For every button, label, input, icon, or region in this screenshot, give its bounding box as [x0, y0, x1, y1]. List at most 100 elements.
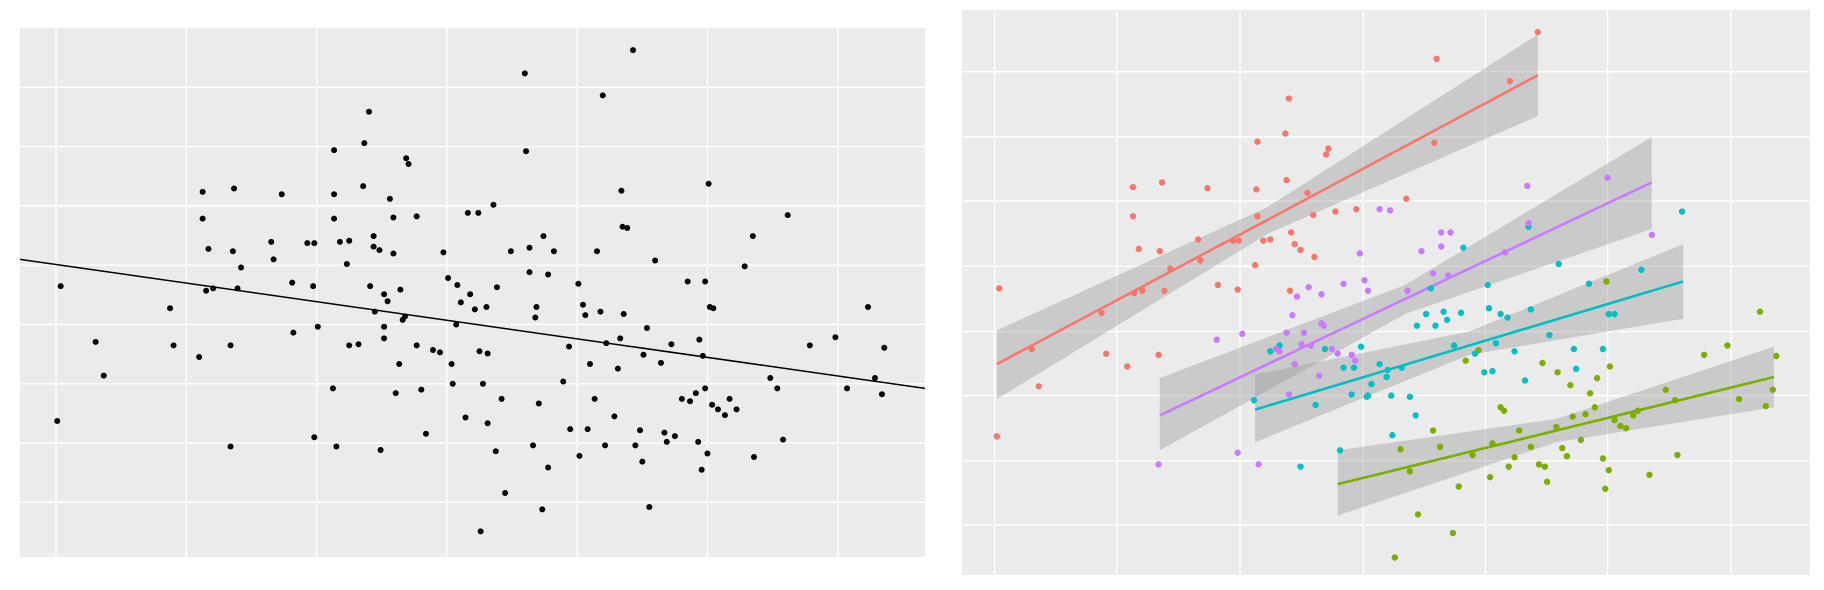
- point: [367, 283, 374, 290]
- point: [521, 70, 528, 77]
- point: [1234, 449, 1241, 456]
- point: [346, 237, 353, 244]
- point: [1605, 310, 1612, 318]
- point: [1546, 331, 1553, 339]
- point: [1406, 468, 1414, 475]
- point: [467, 291, 474, 298]
- point: [526, 244, 533, 251]
- point: [1593, 374, 1601, 382]
- point: [1525, 219, 1532, 227]
- point: [550, 248, 557, 255]
- point: [780, 436, 787, 443]
- point: [1599, 345, 1607, 353]
- point: [1527, 443, 1535, 451]
- point: [361, 140, 368, 147]
- point: [1436, 443, 1444, 451]
- point: [545, 271, 552, 278]
- point: [304, 240, 311, 247]
- point: [1197, 257, 1204, 264]
- point: [1603, 278, 1610, 285]
- point: [1260, 237, 1267, 244]
- point: [806, 342, 813, 349]
- point: [1440, 308, 1447, 315]
- point: [381, 323, 388, 330]
- point: [1386, 207, 1394, 214]
- point: [397, 286, 404, 293]
- point: [1310, 211, 1317, 219]
- point: [1481, 369, 1488, 376]
- point: [229, 248, 236, 255]
- point: [881, 344, 888, 351]
- point: [170, 342, 177, 349]
- point: [1599, 455, 1607, 462]
- point: [1234, 286, 1241, 293]
- point: [1582, 411, 1589, 418]
- point: [1158, 179, 1166, 186]
- point: [1286, 287, 1294, 294]
- point: [646, 504, 653, 511]
- fit-line: [1337, 375, 1775, 486]
- point: [1297, 246, 1304, 254]
- point: [1460, 244, 1467, 251]
- point: [1328, 345, 1336, 353]
- point: [1129, 212, 1137, 220]
- point: [1756, 308, 1764, 315]
- point: [462, 414, 469, 421]
- point: [1585, 280, 1593, 287]
- point: [196, 354, 203, 361]
- point: [100, 372, 107, 379]
- point: [1504, 314, 1511, 321]
- point: [704, 450, 711, 457]
- point: [484, 420, 491, 427]
- point: [668, 341, 675, 348]
- point: [1130, 289, 1138, 297]
- point: [1376, 360, 1383, 368]
- point: [343, 261, 350, 268]
- point: [586, 361, 593, 368]
- point: [1471, 350, 1479, 357]
- point: [1250, 397, 1258, 404]
- point: [733, 406, 740, 413]
- point: [1527, 306, 1535, 313]
- point: [1762, 402, 1769, 410]
- point: [832, 334, 839, 341]
- point: [582, 312, 589, 319]
- point: [464, 209, 471, 216]
- point: [1103, 350, 1110, 357]
- point: [418, 386, 425, 393]
- point: [640, 351, 647, 358]
- point: [331, 215, 338, 222]
- point: [1418, 247, 1425, 255]
- point: [1535, 461, 1543, 468]
- point: [390, 214, 397, 221]
- point: [1521, 377, 1529, 384]
- point: [1735, 395, 1743, 403]
- point: [1253, 186, 1260, 193]
- point: [1634, 407, 1642, 414]
- point: [1155, 461, 1162, 468]
- point: [575, 280, 582, 287]
- point: [584, 426, 591, 433]
- point: [1332, 208, 1339, 215]
- point: [1543, 478, 1551, 486]
- point: [1139, 287, 1146, 294]
- point: [1505, 463, 1512, 470]
- point: [331, 147, 338, 154]
- point: [1334, 350, 1341, 357]
- point: [702, 278, 709, 285]
- point: [1340, 280, 1347, 287]
- point: [1554, 369, 1561, 376]
- point: [993, 433, 1001, 440]
- point: [268, 238, 275, 245]
- point: [346, 342, 353, 349]
- point: [643, 324, 650, 331]
- point: [484, 350, 491, 357]
- point: [726, 395, 733, 402]
- point: [1469, 451, 1476, 459]
- point: [445, 274, 452, 281]
- point: [1282, 130, 1289, 137]
- point: [311, 434, 318, 441]
- point: [1457, 309, 1465, 317]
- point: [448, 361, 455, 368]
- point: [429, 347, 436, 354]
